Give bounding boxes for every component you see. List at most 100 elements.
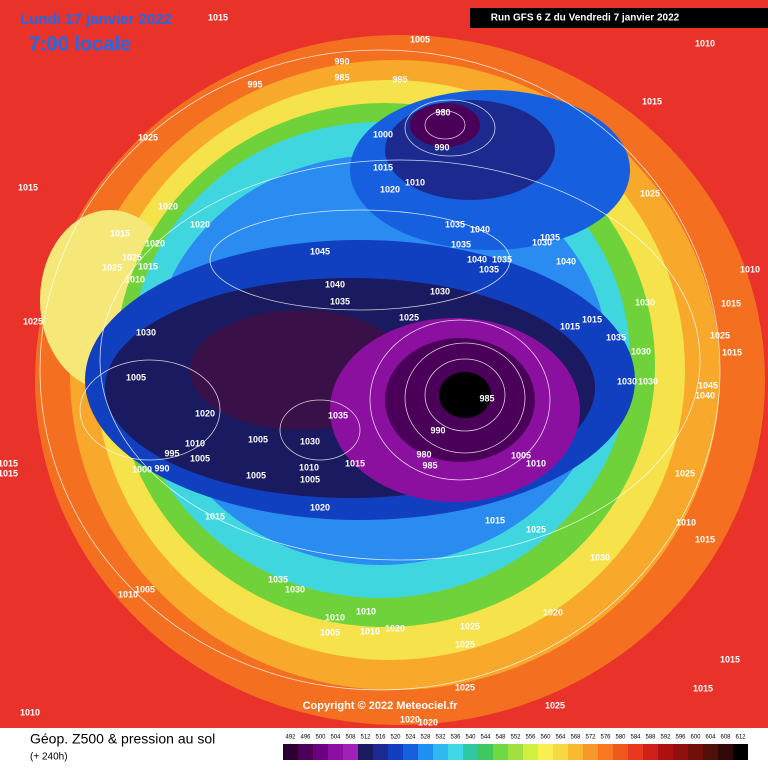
pressure-label: 985 [422,460,437,470]
pressure-label: 1030 [635,297,655,307]
pressure-label: 1035 [268,574,288,584]
pressure-label: 990 [334,56,349,66]
legend-label: 516 [375,735,386,741]
pressure-label: 1005 [300,474,320,484]
legend-swatch [433,744,448,760]
legend-swatch [283,744,298,760]
legend-label: 600 [690,735,701,741]
legend-label: 572 [585,735,596,741]
pressure-label: 1010 [405,177,425,187]
legend-swatch [508,744,523,760]
pressure-label: 1035 [330,296,350,306]
legend-label: 520 [390,735,401,741]
pressure-label: 1005 [511,450,531,460]
legend-swatch [523,744,538,760]
legend-label: 496 [300,735,311,741]
pressure-label: 1010 [185,438,205,448]
legend-swatch [538,744,553,760]
pressure-label: 1020 [158,201,178,211]
pressure-label: 1025 [455,639,475,649]
legend-label: 608 [720,735,731,741]
legend-label: 500 [315,735,326,741]
date-title: Lundi 17 janvier 2022 [20,11,172,28]
legend-label: 568 [570,735,581,741]
legend-swatch [493,744,508,760]
pressure-label: 990 [154,463,169,473]
pressure-label: 985 [334,72,349,82]
pressure-label: 1015 [721,298,741,308]
pressure-label: 1035 [328,410,348,420]
legend-swatch [703,744,718,760]
pressure-label: 995 [164,448,179,458]
pressure-label: 1015 [110,228,130,238]
legend-swatch [373,744,388,760]
pressure-label: 995 [247,79,262,89]
pressure-label: 1015 [0,458,18,468]
pressure-label: 1005 [410,34,430,44]
pressure-label: 1020 [190,219,210,229]
pressure-label: 1010 [360,626,380,636]
pressure-label: 1025 [545,700,565,710]
legend-label: 508 [345,735,356,741]
pressure-label: 995 [392,74,407,84]
lead-time: (+ 240h) [30,752,68,763]
pressure-label: 1030 [638,376,658,386]
pressure-label: 1020 [195,408,215,418]
pressure-label: 1030 [631,346,651,356]
pressure-label: 1010 [676,517,696,527]
pressure-label: 1020 [400,714,420,724]
legend-swatch [388,744,403,760]
pressure-label: 1010 [125,274,145,284]
pressure-label: 1020 [385,623,405,633]
pressure-label: 1015 [373,162,393,172]
pressure-label: 1010 [325,612,345,622]
pressure-label: 1025 [23,316,43,326]
legend-label: 592 [660,735,671,741]
pressure-label: 1015 [560,321,580,331]
legend-swatch [328,744,343,760]
legend-swatch [718,744,733,760]
pressure-label: 1030 [136,327,156,337]
legend-label: 552 [510,735,521,741]
pressure-label: 1040 [695,390,715,400]
pressure-label: 1030 [285,584,305,594]
pressure-label: 1015 [485,515,505,525]
pressure-label: 1025 [640,188,660,198]
pressure-label: 1000 [132,464,152,474]
legend-label: 560 [540,735,551,741]
pressure-label: 1015 [720,654,740,664]
legend-label: 604 [705,735,716,741]
pressure-label: 1045 [698,380,718,390]
legend-swatch [598,744,613,760]
pressure-label: 1020 [145,238,165,248]
pressure-label: 990 [430,425,445,435]
legend-label: 548 [495,735,506,741]
pressure-label: 1040 [325,279,345,289]
pressure-label: 1025 [122,252,142,262]
pressure-label: 1035 [479,264,499,274]
pressure-label: 1020 [543,607,563,617]
pressure-label: 1040 [467,254,487,264]
pressure-label: 1005 [190,453,210,463]
pressure-label: 1010 [20,707,40,717]
pressure-label: 1010 [299,462,319,472]
pressure-label: 1015 [18,182,38,192]
pressure-label: 1015 [208,12,228,22]
pressure-label: 1010 [740,264,760,274]
pressure-label: 1015 [722,347,742,357]
pressure-label: 1040 [556,256,576,266]
legend-label: 504 [330,735,341,741]
legend-swatch [643,744,658,760]
pressure-label: 980 [416,449,431,459]
z500-field [35,35,765,725]
pressure-label: 1015 [205,511,225,521]
legend-swatch [418,744,433,760]
pressure-label: 1005 [135,584,155,594]
legend-swatch [313,744,328,760]
legend-label: 544 [480,735,491,741]
legend-swatch [478,744,493,760]
legend-swatch [448,744,463,760]
pressure-label: 1025 [460,621,480,631]
pressure-label: 1030 [617,376,637,386]
pressure-label: 1030 [300,436,320,446]
